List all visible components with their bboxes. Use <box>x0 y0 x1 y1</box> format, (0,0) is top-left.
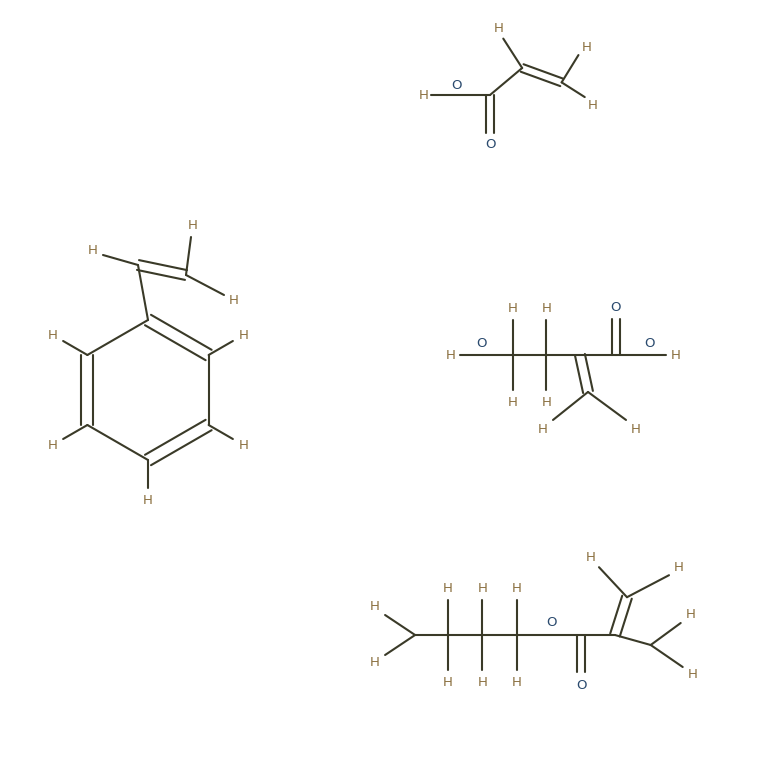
Text: O: O <box>546 617 557 629</box>
Text: H: H <box>418 88 428 101</box>
Text: H: H <box>542 396 551 408</box>
Text: H: H <box>443 581 453 594</box>
Text: O: O <box>576 679 586 693</box>
Text: H: H <box>238 438 249 451</box>
Text: H: H <box>88 243 98 257</box>
Text: H: H <box>512 581 521 594</box>
Text: H: H <box>229 294 239 307</box>
Text: H: H <box>48 329 58 342</box>
Text: H: H <box>671 349 681 362</box>
Text: H: H <box>238 329 249 342</box>
Text: H: H <box>542 301 551 315</box>
Text: O: O <box>485 138 495 152</box>
Text: H: H <box>588 99 597 111</box>
Text: H: H <box>477 581 487 594</box>
Text: H: H <box>445 349 456 362</box>
Text: H: H <box>188 219 198 231</box>
Text: O: O <box>476 336 487 349</box>
Text: O: O <box>644 336 655 349</box>
Text: H: H <box>688 669 698 682</box>
Text: H: H <box>686 608 695 621</box>
Text: H: H <box>370 601 380 614</box>
Text: H: H <box>508 301 517 315</box>
Text: H: H <box>586 550 596 564</box>
Text: H: H <box>674 560 684 574</box>
Text: H: H <box>370 656 380 669</box>
Text: H: H <box>493 22 503 35</box>
Text: O: O <box>611 301 621 314</box>
Text: H: H <box>143 493 153 506</box>
Text: H: H <box>538 424 548 437</box>
Text: H: H <box>443 676 453 689</box>
Text: H: H <box>477 676 487 689</box>
Text: H: H <box>508 396 517 408</box>
Text: H: H <box>582 40 591 53</box>
Text: H: H <box>512 676 521 689</box>
Text: H: H <box>631 424 641 437</box>
Text: O: O <box>451 79 462 91</box>
Text: H: H <box>48 438 58 451</box>
